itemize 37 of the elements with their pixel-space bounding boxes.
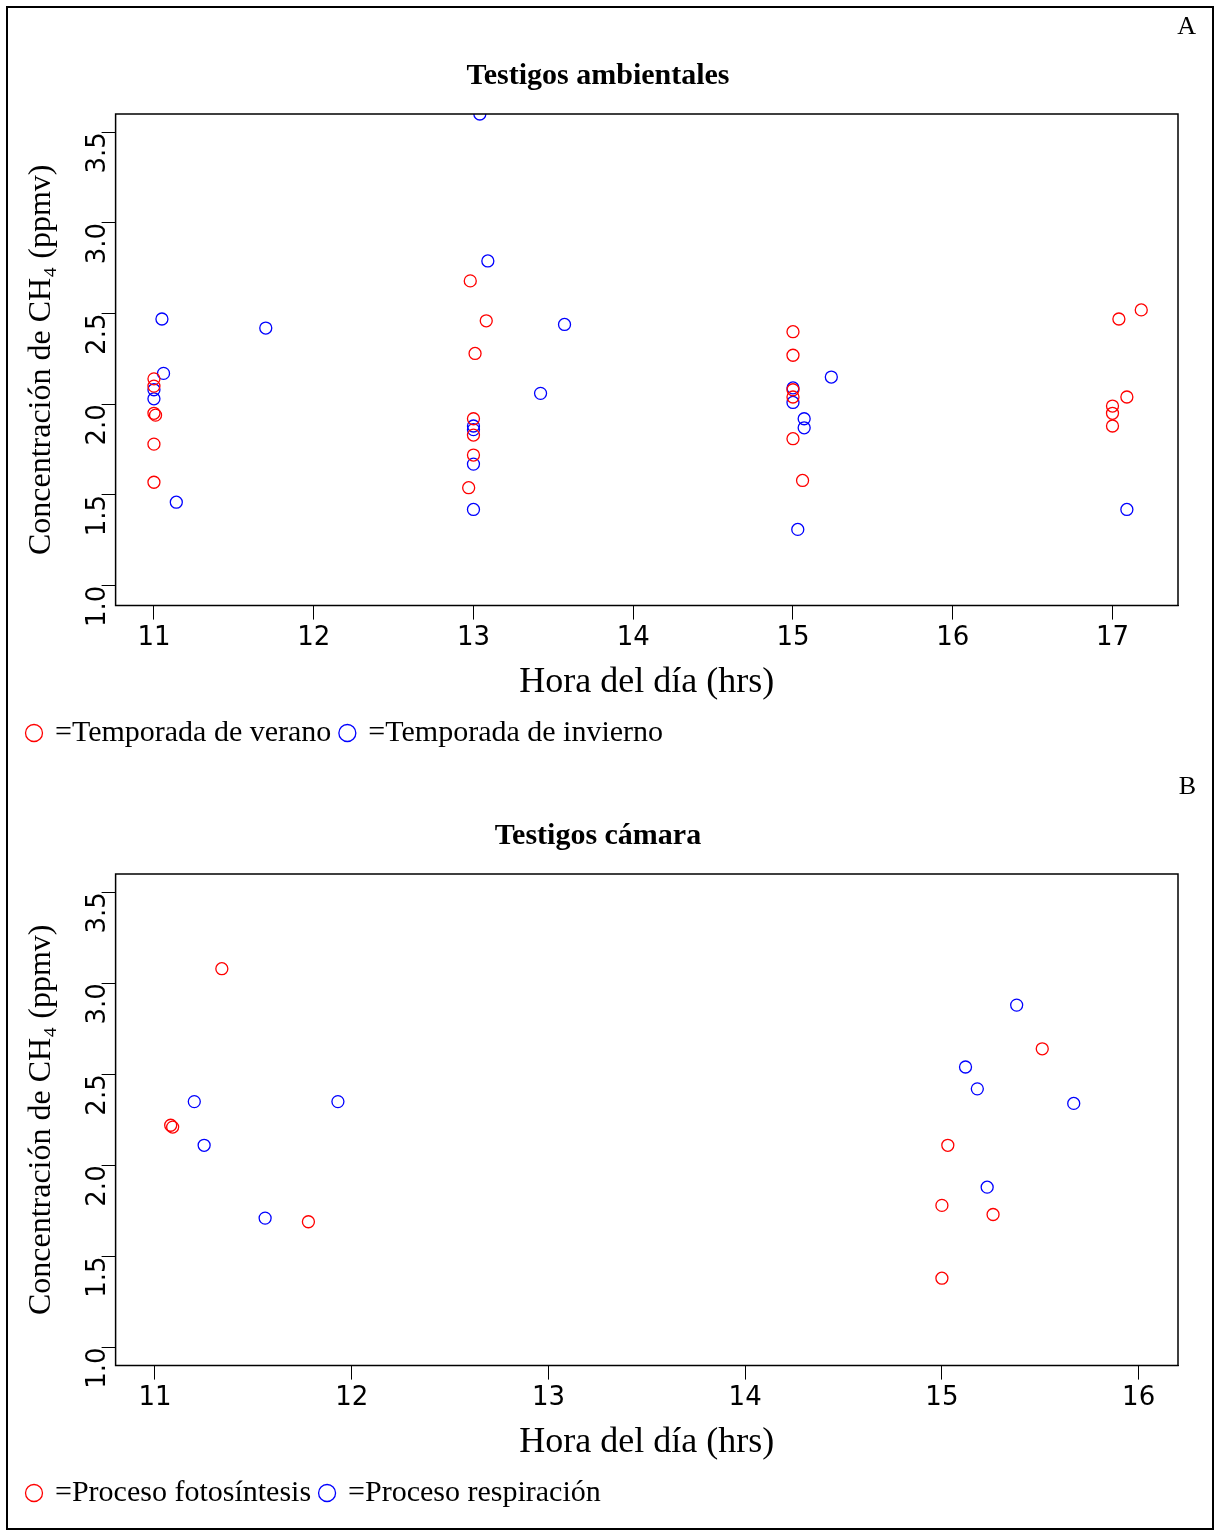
chart-title: Testigos cámara	[494, 816, 702, 850]
legend-label: =Temporada de invierno	[368, 713, 664, 747]
chart-title: Testigos ambientales	[466, 56, 730, 90]
x-tick-label: 12	[335, 1380, 369, 1411]
x-tick-label: 11	[137, 620, 171, 651]
y-tick-label: 3.5	[81, 892, 112, 934]
y-tick-label: 2.0	[81, 404, 112, 446]
x-tick-label: 14	[728, 1380, 762, 1411]
y-tick-label: 1.0	[81, 585, 112, 628]
x-axis-title: Hora del día (hrs)	[519, 659, 775, 700]
legend-label: =Proceso fotosíntesis	[55, 1473, 312, 1507]
legend-label: =Proceso respiración	[348, 1473, 601, 1507]
x-tick-label: 15	[925, 1380, 959, 1411]
y-tick-label: 3.0	[81, 983, 112, 1025]
x-tick-label: 16	[936, 620, 970, 651]
y-tick-label: 1.0	[81, 1347, 112, 1389]
legend-label: =Temporada de verano	[55, 713, 332, 747]
text: A	[1177, 10, 1197, 40]
x-tick-label: 13	[531, 1380, 565, 1411]
y-tick-label: 1.5	[81, 494, 112, 537]
text: B	[1178, 770, 1196, 800]
x-tick-label: 15	[776, 620, 810, 651]
x-tick-label: 13	[456, 620, 491, 651]
x-axis-title: Hora del día (hrs)	[519, 1419, 775, 1460]
x-tick-label: 14	[616, 620, 650, 651]
y-tick-label: 2.0	[81, 1165, 112, 1207]
x-tick-label: 11	[138, 1380, 172, 1411]
y-tick-label: 3.0	[81, 222, 112, 265]
y-tick-label: 2.5	[81, 313, 112, 355]
y-tick-label: 3.5	[81, 132, 112, 174]
x-tick-label: 17	[1095, 620, 1130, 651]
y-axis-title: Concentración de CH₄ (ppmv)	[20, 924, 57, 1316]
x-tick-label: 16	[1122, 1380, 1156, 1411]
y-axis-title: Concentración de CH₄ (ppmv)	[20, 164, 57, 556]
x-tick-label: 12	[297, 620, 331, 651]
y-tick-label: 2.5	[81, 1074, 112, 1116]
y-tick-label: 1.5	[81, 1256, 112, 1298]
